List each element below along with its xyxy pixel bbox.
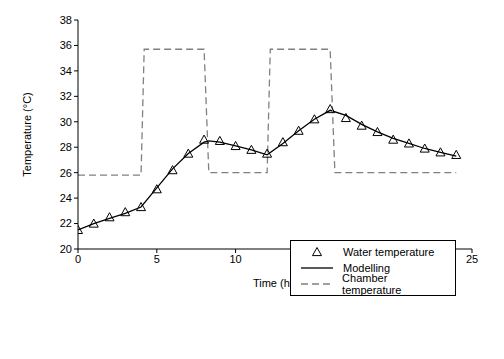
svg-text:34: 34 [60, 65, 72, 77]
svg-text:26: 26 [60, 167, 72, 179]
svg-text:20: 20 [60, 243, 72, 255]
svg-text:Time (hr): Time (hr) [253, 277, 297, 289]
svg-text:Temperature (°C): Temperature (°C) [21, 92, 33, 176]
svg-text:25: 25 [466, 253, 478, 265]
svg-text:38: 38 [60, 14, 72, 26]
svg-text:30: 30 [60, 116, 72, 128]
svg-text:15: 15 [308, 253, 320, 265]
svg-text:36: 36 [60, 39, 72, 51]
svg-text:0: 0 [75, 253, 81, 265]
svg-text:28: 28 [60, 141, 72, 153]
svg-text:22: 22 [60, 217, 72, 229]
svg-text:20: 20 [387, 253, 399, 265]
svg-text:24: 24 [60, 192, 72, 204]
svg-text:32: 32 [60, 90, 72, 102]
svg-text:5: 5 [154, 253, 160, 265]
svg-text:10: 10 [229, 253, 241, 265]
